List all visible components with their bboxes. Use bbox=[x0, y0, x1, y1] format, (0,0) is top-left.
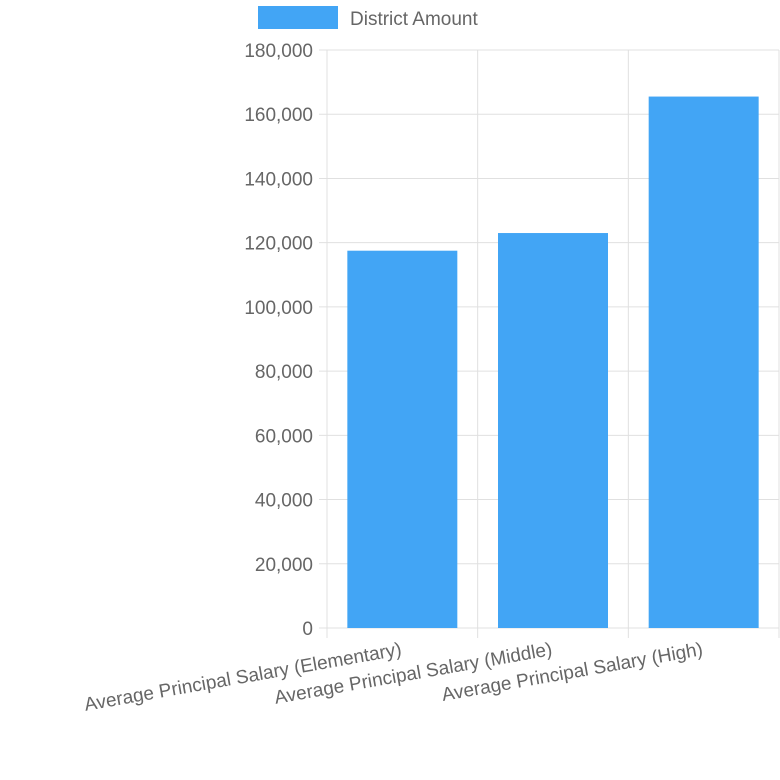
bar[interactable] bbox=[347, 250, 458, 628]
y-axis-ticks: 0 20,000 40,000 60,000 80,000 100,000 120,000 1… bbox=[244, 41, 313, 640]
y-tick-label: 140,000 bbox=[244, 169, 313, 190]
y-tick-label: 100,000 bbox=[244, 298, 313, 319]
legend-swatch[interactable] bbox=[258, 6, 338, 29]
legend[interactable]: District Amount bbox=[258, 6, 478, 30]
bars bbox=[347, 96, 759, 629]
legend-label[interactable]: District Amount bbox=[350, 9, 478, 30]
x-axis-labels: Average Principal Salary (Elementary)Ave… bbox=[83, 639, 705, 716]
bar[interactable] bbox=[498, 233, 608, 629]
y-tick-label: 60,000 bbox=[255, 426, 313, 447]
y-tick-label: 180,000 bbox=[244, 41, 313, 62]
y-tick-label: 40,000 bbox=[255, 491, 313, 512]
bar[interactable] bbox=[648, 96, 759, 629]
y-tick-label: 80,000 bbox=[255, 362, 313, 383]
y-tick-label: 0 bbox=[302, 619, 313, 640]
y-tick-label: 20,000 bbox=[255, 555, 313, 576]
y-tick-label: 160,000 bbox=[244, 105, 313, 126]
y-tick-label: 120,000 bbox=[244, 234, 313, 255]
